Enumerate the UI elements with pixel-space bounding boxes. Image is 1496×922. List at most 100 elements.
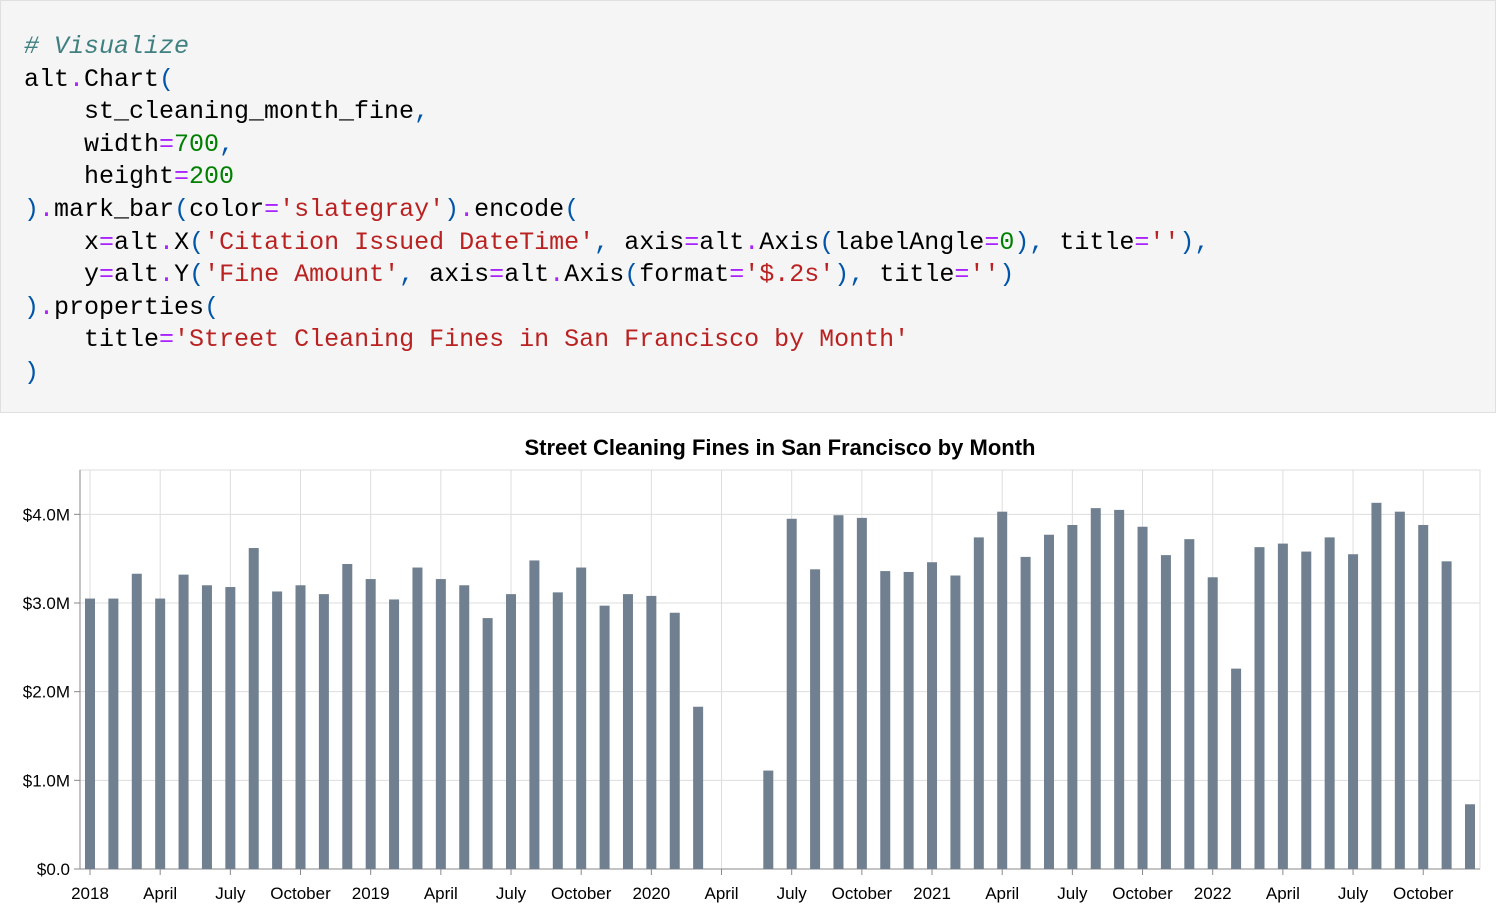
code-line: ).properties( — [24, 292, 220, 322]
bar — [272, 591, 283, 869]
x-tick-label: April — [1266, 884, 1300, 903]
x-tick-label: April — [143, 884, 177, 903]
bar — [1394, 511, 1405, 869]
bar — [552, 592, 563, 869]
bar — [1160, 555, 1171, 869]
x-tick-label: 2020 — [632, 884, 670, 903]
bar — [506, 594, 517, 869]
y-tick-label: $0.0 — [37, 860, 70, 879]
bar — [365, 579, 376, 869]
bar — [1207, 577, 1218, 869]
code: # Visualize alt.Chart( st_cleaning_month_… — [24, 31, 1209, 390]
x-tick-label: October — [270, 884, 331, 903]
bar — [342, 563, 353, 869]
x-tick-label: 2021 — [913, 884, 951, 903]
x-tick-label: July — [777, 884, 808, 903]
y-tick-label: $3.0M — [23, 594, 70, 613]
y-tick-label: $4.0M — [23, 505, 70, 524]
x-tick-label: July — [496, 884, 527, 903]
bar — [622, 594, 633, 869]
bar — [108, 598, 119, 869]
bar — [1184, 539, 1195, 869]
bar — [295, 585, 306, 869]
code-line: height=200 — [24, 162, 235, 192]
x-tick-label: 2018 — [71, 884, 109, 903]
bar — [435, 579, 446, 869]
x-tick-label: July — [215, 884, 246, 903]
bar — [1137, 526, 1148, 869]
bar — [693, 706, 704, 869]
code-line: # Visualize — [24, 32, 190, 61]
x-tick-label: April — [424, 884, 458, 903]
bar — [903, 571, 914, 869]
x-tick-label: October — [1393, 884, 1454, 903]
code-line: width=700, — [24, 129, 235, 159]
x-tick-label: October — [832, 884, 893, 903]
bar — [1465, 804, 1475, 869]
bar — [529, 560, 540, 869]
bar — [1324, 537, 1335, 869]
bar — [459, 585, 470, 869]
bar — [576, 567, 587, 869]
code-line: st_cleaning_month_fine, — [24, 97, 430, 127]
bar — [482, 618, 493, 869]
code-line: y=alt.Y('Fine Amount', axis=alt.Axis(for… — [24, 260, 1015, 290]
bar — [1090, 508, 1101, 869]
x-tick-label: 2019 — [352, 884, 390, 903]
bar — [201, 585, 212, 869]
bar — [1231, 668, 1242, 869]
bar — [1277, 543, 1288, 869]
x-tick-label: April — [705, 884, 739, 903]
bar — [646, 595, 657, 869]
bar — [973, 537, 984, 869]
bar — [599, 605, 610, 869]
code-line: ) — [24, 357, 40, 387]
bar — [997, 511, 1008, 869]
bar — [1418, 524, 1429, 869]
bar — [412, 567, 423, 869]
bar — [763, 770, 774, 869]
bar — [225, 587, 236, 869]
bar — [856, 517, 867, 869]
chart-title: Street Cleaning Fines in San Francisco b… — [525, 435, 1036, 460]
bar — [1301, 551, 1312, 869]
bar — [669, 612, 680, 869]
bar — [927, 562, 938, 869]
bar — [1067, 524, 1078, 869]
bar — [1441, 561, 1452, 869]
code-line: x=alt.X('Citation Issued DateTime', axis… — [24, 227, 1210, 257]
bar — [131, 573, 142, 869]
y-tick-label: $2.0M — [23, 683, 70, 702]
plot-frame — [79, 469, 1481, 870]
bar — [1371, 502, 1382, 869]
bar — [318, 594, 329, 869]
bar — [1020, 556, 1031, 869]
x-tick-label: July — [1057, 884, 1088, 903]
y-tick-label: $1.0M — [23, 771, 70, 790]
bar — [1043, 534, 1054, 869]
bar — [155, 598, 166, 869]
bar — [248, 548, 259, 869]
bar — [810, 569, 821, 869]
bar — [1114, 509, 1125, 869]
bar — [85, 598, 95, 869]
x-tick-label: October — [1112, 884, 1173, 903]
bar — [389, 599, 400, 869]
bar — [1254, 547, 1265, 869]
code-cell: # Visualize alt.Chart( st_cleaning_month_… — [0, 0, 1496, 413]
x-tick-label: October — [551, 884, 612, 903]
bar — [1348, 554, 1359, 869]
bar — [833, 515, 844, 869]
code-line: title='Street Cleaning Fines in San Fran… — [24, 325, 910, 355]
x-tick-label: April — [985, 884, 1019, 903]
code-line: ).mark_bar(color='slategray').encode( — [24, 194, 580, 224]
x-tick-label: 2022 — [1194, 884, 1232, 903]
bar — [950, 575, 961, 869]
code-line: alt.Chart( — [24, 64, 175, 94]
x-tick-label: July — [1338, 884, 1369, 903]
bar — [786, 518, 797, 869]
bar — [880, 571, 891, 869]
bar — [178, 574, 189, 869]
